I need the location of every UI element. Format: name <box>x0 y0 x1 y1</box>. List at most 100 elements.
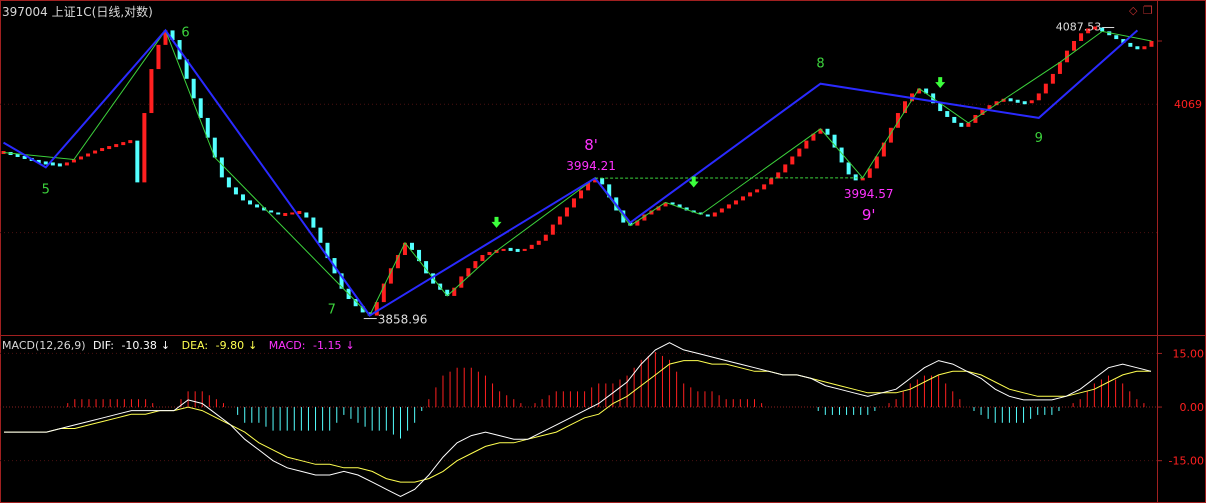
price-block <box>670 202 675 205</box>
price-block <box>269 210 274 213</box>
price-block <box>57 163 62 167</box>
price-block <box>825 128 830 135</box>
dif-line <box>4 342 1152 497</box>
price-block <box>550 224 555 235</box>
price-block <box>1135 46 1140 50</box>
price-block <box>1029 100 1034 104</box>
price-block <box>600 178 605 185</box>
macd-axis: 15.00 0.00 -15.00 <box>1157 347 1205 468</box>
price-block <box>783 164 788 173</box>
price-block <box>36 159 41 163</box>
wave-lines <box>2 28 1152 317</box>
price-block <box>895 113 900 128</box>
macd-panel <box>0 342 1157 497</box>
price-block <box>966 122 971 127</box>
price-block <box>642 214 647 221</box>
price-block <box>360 306 365 313</box>
price-block <box>487 251 492 255</box>
price-block <box>881 142 886 157</box>
price-block <box>50 162 55 166</box>
price-block <box>952 116 957 123</box>
price-block <box>480 254 485 262</box>
price-block <box>297 210 302 214</box>
price-block <box>924 88 929 94</box>
price-block <box>170 30 175 41</box>
price-block <box>839 147 844 163</box>
price-block <box>832 134 837 148</box>
price-block <box>304 212 309 218</box>
price-block <box>466 268 471 277</box>
price-block <box>212 137 217 158</box>
price-block <box>1128 42 1133 47</box>
price-block <box>656 206 661 211</box>
price-block <box>1072 41 1077 51</box>
price-block <box>508 247 513 251</box>
price-block <box>78 156 83 160</box>
price-block <box>1149 41 1154 47</box>
price-block <box>248 200 253 205</box>
price-block <box>691 210 696 213</box>
dea-value: -9.80 <box>215 339 245 352</box>
dea-readout: DEA: -9.80 ↓ <box>182 339 262 352</box>
wave-annotations: 5 6 7 8 9 8' 9' 3858.96 3994.21 3994.57 4087.53 <box>42 21 1115 327</box>
dea-arrow-icon: ↓ <box>248 339 258 352</box>
price-block <box>417 249 422 262</box>
price-block <box>797 148 802 157</box>
price-block <box>318 227 323 243</box>
dif-arrow-icon: ↓ <box>160 339 171 352</box>
annotation-price-high: 4087.53 <box>1056 21 1102 34</box>
diamond-icon[interactable]: ◇ <box>1129 4 1138 17</box>
price-block <box>501 248 506 251</box>
down-arrow-icon <box>688 176 699 188</box>
window-icon[interactable]: ❐ <box>1143 4 1153 17</box>
price-block <box>733 200 738 205</box>
price-block <box>902 101 907 114</box>
price-block <box>811 133 816 141</box>
price-block <box>867 168 872 178</box>
price-block <box>156 44 161 70</box>
price-block <box>142 113 147 183</box>
price-block <box>874 156 879 169</box>
price-block <box>219 157 224 178</box>
price-block <box>1022 101 1027 105</box>
annotation-wave-label: 6 <box>181 25 189 40</box>
price-block <box>607 184 612 198</box>
price-block <box>1142 46 1147 50</box>
price-block <box>536 240 541 245</box>
price-block <box>459 276 464 288</box>
macd-tick-label: 0.00 <box>1180 401 1205 414</box>
macd-arrow-icon: ↓ <box>345 339 355 352</box>
price-block <box>276 212 281 215</box>
price-block <box>649 210 654 215</box>
price-block <box>22 155 27 159</box>
annotation-price-high: 3994.21 <box>566 159 616 173</box>
annotation-wave-label: 8 <box>816 57 824 72</box>
price-block <box>635 220 640 226</box>
price-block <box>888 127 893 143</box>
annotation-wave-label: 9 <box>1035 131 1043 146</box>
price-block <box>917 88 922 94</box>
price-block <box>262 207 267 211</box>
price-block <box>860 177 865 181</box>
price-block <box>149 69 154 114</box>
price-block <box>586 182 591 191</box>
price-block <box>945 111 950 117</box>
dea-line <box>4 360 1151 483</box>
price-block <box>1015 99 1020 103</box>
price-block <box>1036 93 1041 101</box>
price-block <box>452 287 457 296</box>
price-block <box>529 244 534 249</box>
price-block <box>755 189 760 193</box>
price-block <box>705 214 710 217</box>
price-block <box>769 178 774 185</box>
price-block <box>381 283 386 303</box>
price-block <box>353 299 358 307</box>
price-block <box>663 202 668 207</box>
price-block <box>593 178 598 183</box>
price-tick-label: 4069 <box>1174 98 1202 111</box>
price-block <box>184 59 189 79</box>
price-block <box>1107 31 1112 36</box>
